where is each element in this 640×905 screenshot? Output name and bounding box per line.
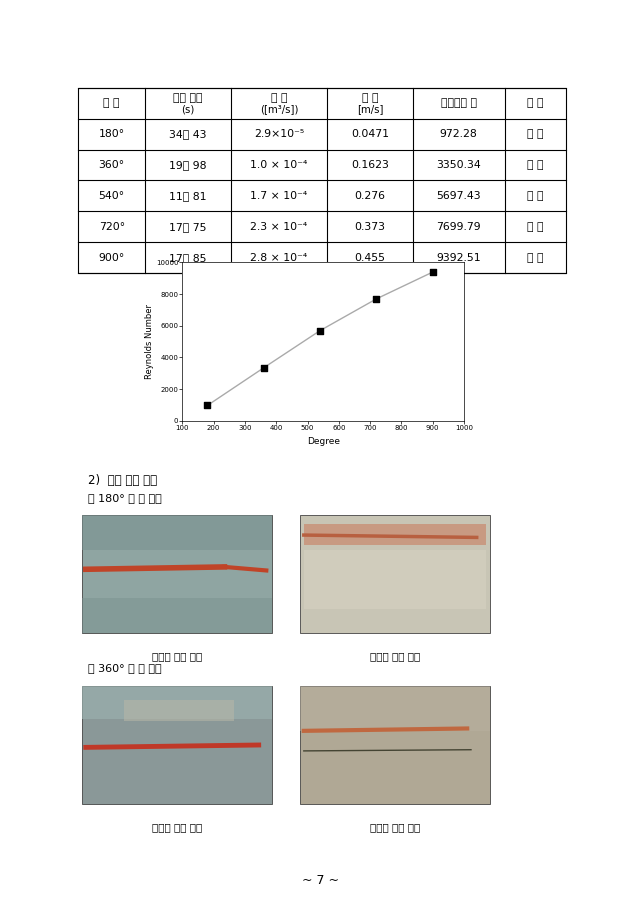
Text: 34초 43: 34초 43: [170, 129, 207, 139]
Bar: [300, 686, 490, 731]
Text: 7699.79: 7699.79: [436, 222, 481, 232]
Bar: [82, 686, 272, 804]
Text: [m/s]: [m/s]: [357, 105, 383, 115]
Bar: [82, 597, 272, 633]
Point: [371, 291, 381, 306]
Text: 유 속: 유 속: [362, 93, 378, 103]
Text: ~ 7 ~: ~ 7 ~: [301, 873, 339, 887]
Text: 구 분: 구 분: [104, 99, 120, 109]
Text: 540°: 540°: [99, 191, 125, 201]
Y-axis label: Reynolds Number: Reynolds Number: [145, 304, 154, 379]
Text: 972.28: 972.28: [440, 129, 477, 139]
Text: 층 류: 층 류: [527, 129, 543, 139]
Text: 난 류: 난 류: [527, 252, 543, 262]
Text: 19초 98: 19초 98: [170, 160, 207, 170]
Text: 위에서 짐은 사진: 위에서 짐은 사진: [370, 822, 420, 832]
Text: 0.455: 0.455: [355, 252, 385, 262]
Text: 천 이: 천 이: [527, 160, 543, 170]
Text: ⓖ 180° 일 때 사진: ⓖ 180° 일 때 사진: [88, 493, 162, 503]
Bar: [82, 686, 272, 719]
Text: ⓘ 360° 일 때 사진: ⓘ 360° 일 때 사진: [88, 663, 162, 673]
Bar: [304, 550, 486, 609]
Text: 2.9×10⁻⁵: 2.9×10⁻⁵: [254, 129, 304, 139]
Text: ([m³/s]): ([m³/s]): [260, 105, 298, 115]
Text: 9392.51: 9392.51: [436, 252, 481, 262]
Bar: [82, 515, 272, 550]
Text: 0.0471: 0.0471: [351, 129, 389, 139]
Text: 난 류: 난 류: [527, 222, 543, 232]
Text: 레이놀즈 수: 레이놀즈 수: [440, 99, 477, 109]
Text: 720°: 720°: [99, 222, 125, 232]
Text: 유 동: 유 동: [527, 99, 543, 109]
Text: 0.1623: 0.1623: [351, 160, 389, 170]
Point: [315, 323, 325, 338]
Bar: [82, 515, 272, 633]
Text: 옛에서 짐은 사진: 옛에서 짐은 사진: [152, 651, 202, 661]
Bar: [300, 515, 490, 633]
Text: 2)  실험 사진 결과: 2) 실험 사진 결과: [88, 473, 157, 487]
X-axis label: Degree: Degree: [307, 436, 340, 445]
Text: 17초 85: 17초 85: [170, 252, 207, 262]
Text: 3350.34: 3350.34: [436, 160, 481, 170]
Point: [202, 398, 212, 413]
Text: 옛에서 짐은 사진: 옛에서 짐은 사진: [152, 822, 202, 832]
Text: 2.8 × 10⁻⁴: 2.8 × 10⁻⁴: [250, 252, 308, 262]
Text: 유 량: 유 량: [271, 93, 287, 103]
Bar: [124, 700, 234, 721]
Text: 측정 시간: 측정 시간: [173, 93, 203, 103]
Text: 1.0 × 10⁻⁴: 1.0 × 10⁻⁴: [250, 160, 308, 170]
Text: 900°: 900°: [99, 252, 125, 262]
Point: [428, 265, 438, 280]
Text: 난 류: 난 류: [527, 191, 543, 201]
Text: 2.3 × 10⁻⁴: 2.3 × 10⁻⁴: [250, 222, 308, 232]
Bar: [304, 524, 486, 545]
Text: (s): (s): [181, 105, 195, 115]
Text: 5697.43: 5697.43: [436, 191, 481, 201]
Text: 리보시: 리보시: [282, 341, 387, 398]
Text: 17초 75: 17초 75: [170, 222, 207, 232]
Text: 180°: 180°: [99, 129, 125, 139]
Text: 1.7 × 10⁻⁴: 1.7 × 10⁻⁴: [250, 191, 308, 201]
Text: 위에서 짐은 사진: 위에서 짐은 사진: [370, 651, 420, 661]
Text: 0.373: 0.373: [355, 222, 385, 232]
Bar: [78, 88, 566, 273]
Text: 11초 81: 11초 81: [170, 191, 207, 201]
Bar: [300, 686, 490, 804]
Text: 0.276: 0.276: [355, 191, 385, 201]
Text: 360°: 360°: [99, 160, 125, 170]
Point: [259, 360, 269, 375]
